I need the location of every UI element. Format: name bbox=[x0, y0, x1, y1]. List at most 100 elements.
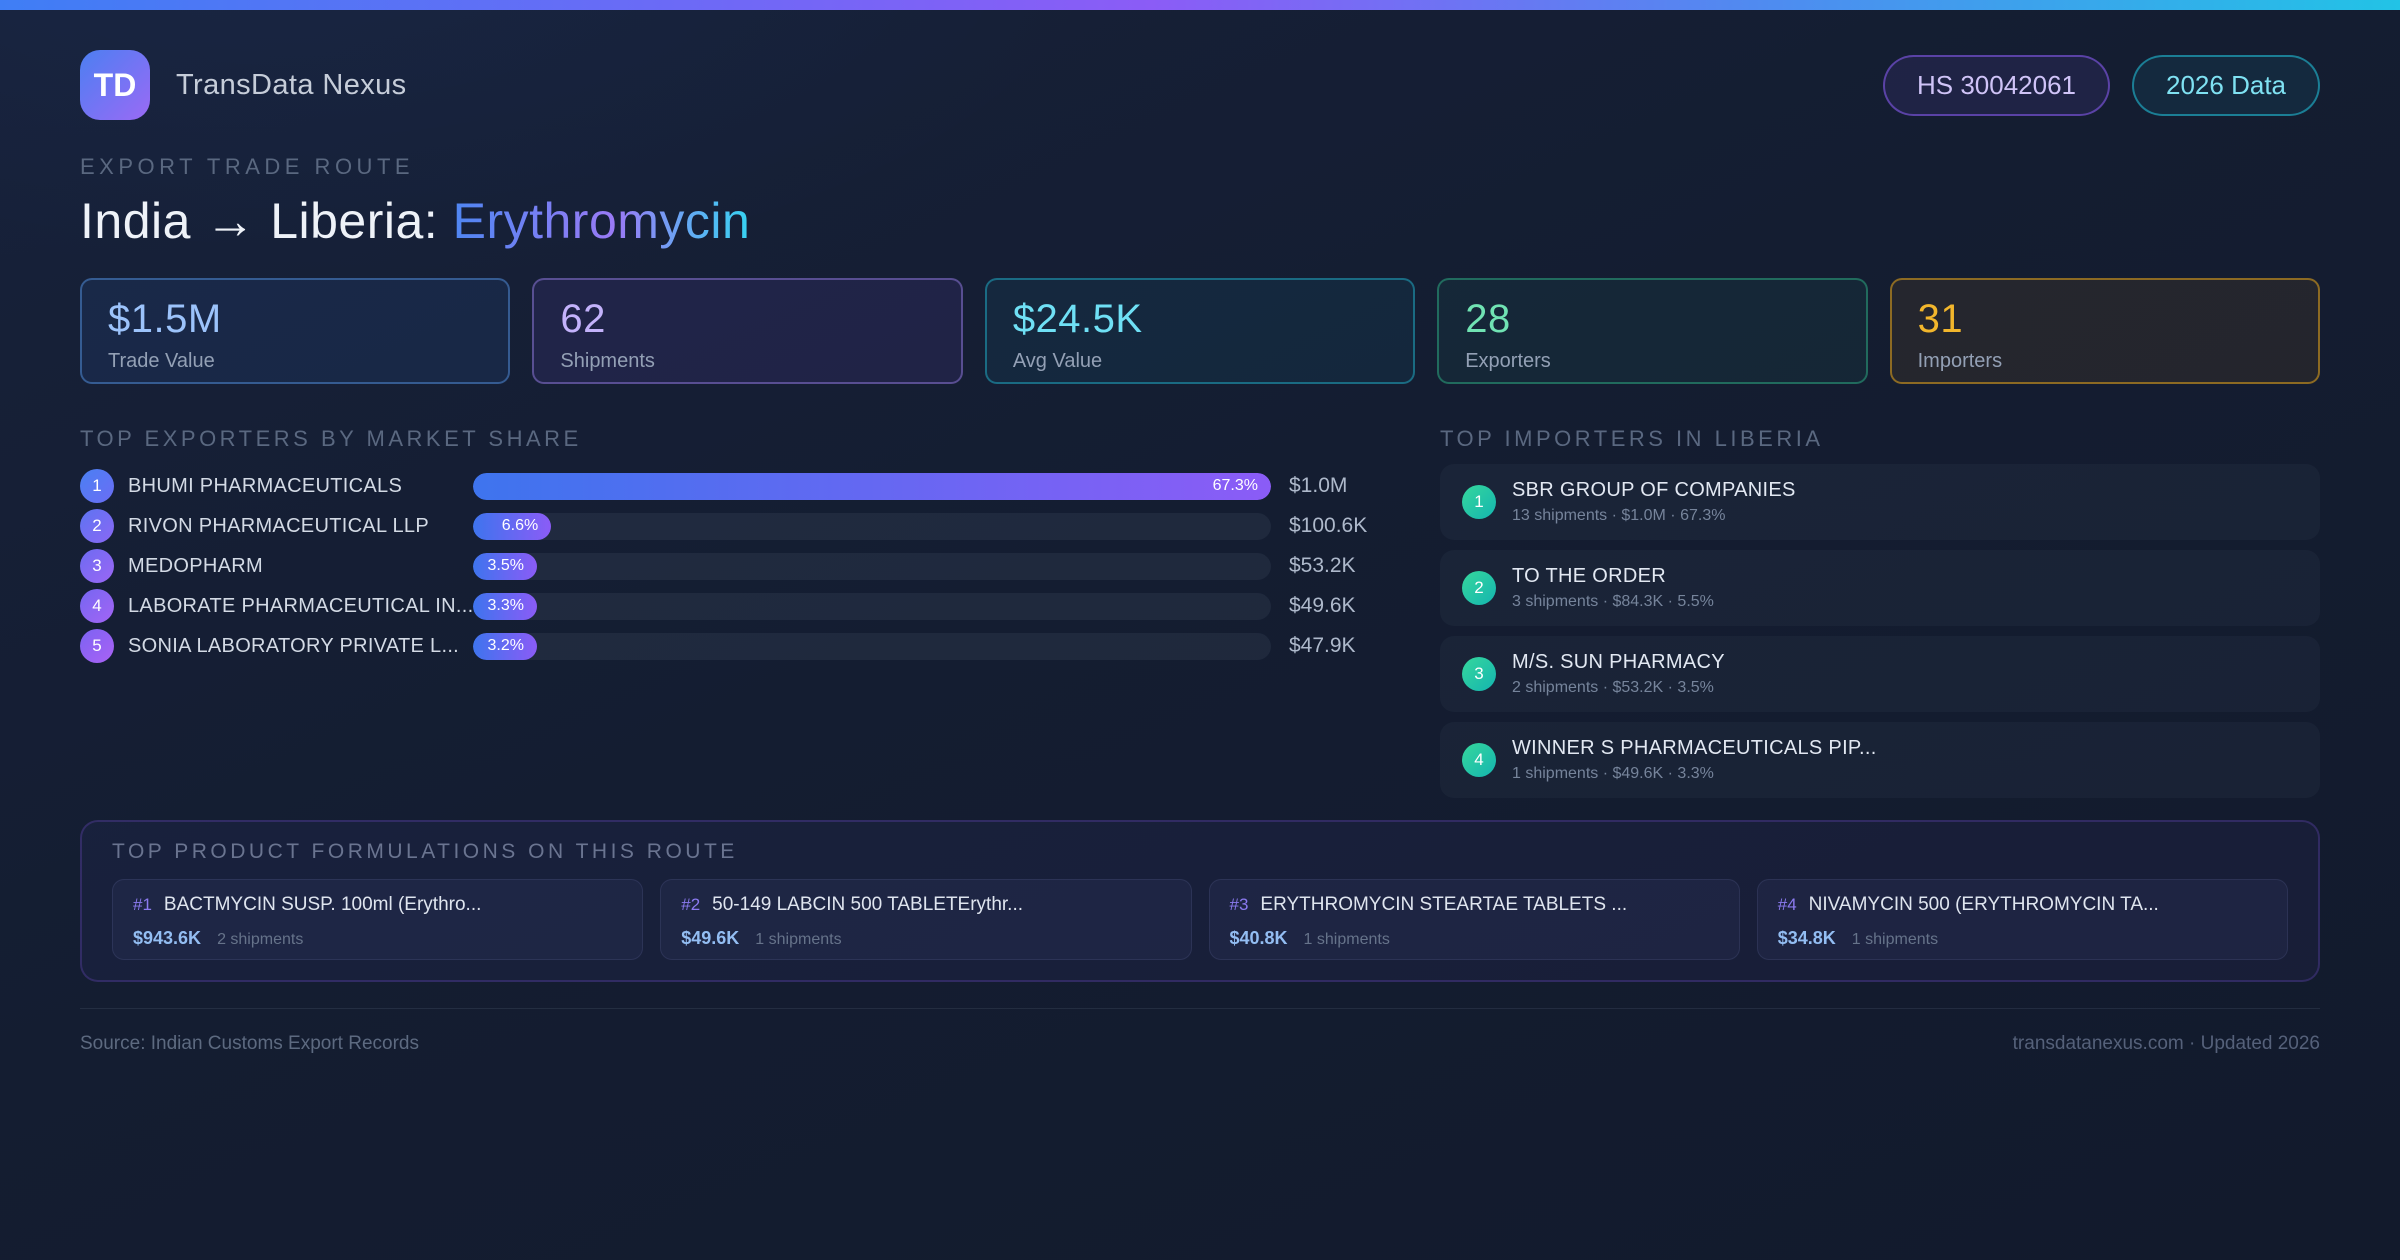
importers-list: 1 SBR GROUP OF COMPANIES 13 shipments · … bbox=[1440, 464, 2320, 798]
market-share-bar-fill: 67.3% bbox=[473, 472, 1271, 500]
footer-source: Source: Indian Customs Export Records bbox=[80, 1033, 419, 1054]
exporter-name: SONIA LABORATORY PRIVATE L... bbox=[128, 634, 460, 657]
product-formulations-panel: TOP PRODUCT FORMULATIONS ON THIS ROUTE #… bbox=[80, 820, 2320, 982]
exporters-section: TOP EXPORTERS BY MARKET SHARE 1 BHUMI PH… bbox=[80, 426, 1410, 666]
stat-card-exporters: 28 Exporters bbox=[1437, 278, 1868, 384]
exporters-list: 1 BHUMI PHARMACEUTICALS 67.3% $1.0M 2 RI… bbox=[80, 466, 1410, 666]
exporter-value: $47.9K bbox=[1289, 634, 1356, 657]
product-card[interactable]: #1 BACTMYCIN SUSP. 100ml (Erythro... $94… bbox=[112, 879, 644, 960]
rank-badge: 2 bbox=[1462, 571, 1496, 605]
product-rank: #2 bbox=[681, 895, 701, 914]
products-list: #1 BACTMYCIN SUSP. 100ml (Erythro... $94… bbox=[112, 879, 2288, 960]
exporter-row[interactable]: 2 RIVON PHARMACEUTICAL LLP 6.6% $100.6K bbox=[80, 506, 1410, 546]
importer-meta: 1 shipments · $49.6K · 3.3% bbox=[1512, 765, 1714, 782]
market-share-bar-fill: 6.6% bbox=[473, 512, 552, 540]
stat-label: Importers bbox=[1917, 350, 2003, 372]
exporter-name: MEDOPHARM bbox=[128, 554, 263, 577]
product-rank: #4 bbox=[1777, 895, 1797, 914]
product-value: $34.8K bbox=[1777, 928, 1836, 948]
rank-badge: 5 bbox=[80, 629, 114, 663]
page-title-product: Erythromycin bbox=[452, 193, 751, 249]
rank-badge: 4 bbox=[1462, 743, 1496, 777]
stat-label: Trade Value bbox=[108, 350, 215, 372]
footer: Source: Indian Customs Export Records tr… bbox=[80, 1008, 2320, 1055]
product-name: BACTMYCIN SUSP. 100ml (Erythro... bbox=[163, 894, 482, 915]
importer-card[interactable]: 2 TO THE ORDER 3 shipments · $84.3K · 5.… bbox=[1440, 550, 2320, 626]
stat-card-trade-value: $1.5M Trade Value bbox=[80, 278, 511, 384]
eyebrow-label: EXPORT TRADE ROUTE bbox=[80, 154, 415, 179]
exporter-value: $1.0M bbox=[1289, 474, 1348, 497]
product-name: ERYTHROMYCIN STEARTAE TABLETS ... bbox=[1260, 894, 1628, 915]
product-card[interactable]: #3 ERYTHROMYCIN STEARTAE TABLETS ... $40… bbox=[1208, 879, 1740, 960]
year-data-badge[interactable]: 2026 Data bbox=[2132, 54, 2320, 116]
brand[interactable]: TD TransData Nexus bbox=[80, 50, 407, 120]
rank-badge: 1 bbox=[80, 469, 114, 503]
importer-meta: 13 shipments · $1.0M · 67.3% bbox=[1512, 507, 1726, 524]
market-share-bar-track: 3.5% bbox=[473, 552, 1271, 580]
rank-badge: 3 bbox=[1462, 657, 1496, 691]
stat-card-importers: 31 Importers bbox=[1889, 278, 2321, 384]
product-shipments: 2 shipments bbox=[217, 931, 304, 948]
stat-card-avg-value: $24.5K Avg Value bbox=[984, 278, 1416, 384]
market-share-bar-track: 3.2% bbox=[473, 632, 1271, 660]
exporter-value: $49.6K bbox=[1289, 594, 1356, 617]
stat-value: $1.5M bbox=[108, 297, 222, 341]
hs-code-badge[interactable]: HS 30042061 bbox=[1882, 54, 2111, 116]
product-shipments: 1 shipments bbox=[1303, 931, 1390, 948]
importer-meta: 2 shipments · $53.2K · 3.5% bbox=[1512, 679, 1714, 696]
market-share-bar-track: 3.3% bbox=[473, 592, 1271, 620]
rank-badge: 3 bbox=[80, 549, 114, 583]
market-share-bar-fill: 3.2% bbox=[473, 632, 537, 660]
product-shipments: 1 shipments bbox=[755, 931, 842, 948]
rank-badge: 2 bbox=[80, 509, 114, 543]
exporter-value: $53.2K bbox=[1289, 554, 1356, 577]
product-rank: #3 bbox=[1229, 895, 1249, 914]
importer-name: WINNER S PHARMACEUTICALS PIP... bbox=[1512, 737, 1877, 759]
exporter-row[interactable]: 4 LABORATE PHARMACEUTICAL IN... 3.3% $49… bbox=[80, 586, 1410, 626]
importer-name: SBR GROUP OF COMPANIES bbox=[1512, 479, 1796, 501]
product-card[interactable]: #2 50-149 LABCIN 500 TABLETErythr... $49… bbox=[660, 879, 1192, 960]
exporter-row[interactable]: 3 MEDOPHARM 3.5% $53.2K bbox=[80, 546, 1410, 586]
product-value: $40.8K bbox=[1229, 928, 1288, 948]
importer-name: TO THE ORDER bbox=[1512, 565, 1666, 587]
stat-value: 62 bbox=[560, 297, 606, 341]
importer-name: M/S. SUN PHARMACY bbox=[1512, 651, 1725, 673]
stat-value: $24.5K bbox=[1012, 297, 1143, 341]
stat-value: 31 bbox=[1917, 297, 1964, 341]
rank-badge: 1 bbox=[1462, 485, 1496, 519]
stat-value: 28 bbox=[1465, 297, 1511, 341]
products-title: TOP PRODUCT FORMULATIONS ON THIS ROUTE bbox=[112, 840, 738, 863]
exporter-name: BHUMI PHARMACEUTICALS bbox=[128, 474, 403, 497]
exporter-value: $100.6K bbox=[1289, 514, 1368, 537]
brand-name: TransData Nexus bbox=[176, 68, 407, 101]
market-share-bar-track: 6.6% bbox=[473, 512, 1271, 540]
importers-title: TOP IMPORTERS IN LIBERIA bbox=[1440, 426, 1824, 451]
product-value: $49.6K bbox=[681, 928, 740, 948]
rank-badge: 4 bbox=[80, 589, 114, 623]
exporter-row[interactable]: 5 SONIA LABORATORY PRIVATE L... 3.2% $47… bbox=[80, 626, 1410, 666]
footer-site: transdatanexus.com · Updated 2026 bbox=[2012, 1033, 2320, 1054]
product-name: 50-149 LABCIN 500 TABLETErythr... bbox=[712, 894, 1024, 915]
top-accent-bar bbox=[0, 0, 2400, 10]
product-value: $943.6K bbox=[133, 928, 202, 948]
stat-label: Shipments bbox=[560, 350, 655, 372]
market-share-bar-track: 67.3% bbox=[473, 472, 1271, 500]
importer-card[interactable]: 1 SBR GROUP OF COMPANIES 13 shipments · … bbox=[1440, 464, 2320, 540]
product-card[interactable]: #4 NIVAMYCIN 500 (ERYTHROMYCIN TA... $34… bbox=[1756, 879, 2288, 960]
market-share-bar-fill: 3.5% bbox=[473, 552, 537, 580]
exporters-title: TOP EXPORTERS BY MARKET SHARE bbox=[80, 426, 582, 451]
importer-meta: 3 shipments · $84.3K · 5.5% bbox=[1512, 593, 1714, 610]
logo-td-icon[interactable]: TD bbox=[80, 50, 150, 120]
importer-card[interactable]: 4 WINNER S PHARMACEUTICALS PIP... 1 ship… bbox=[1440, 722, 2320, 798]
product-rank: #1 bbox=[133, 895, 152, 914]
exporter-row[interactable]: 1 BHUMI PHARMACEUTICALS 67.3% $1.0M bbox=[80, 466, 1410, 506]
stat-card-shipments: 62 Shipments bbox=[532, 278, 963, 384]
exporter-name: LABORATE PHARMACEUTICAL IN... bbox=[128, 594, 473, 617]
header-badges: HS 30042061 2026 Data bbox=[1882, 54, 2320, 116]
stat-label: Exporters bbox=[1465, 350, 1551, 372]
page-title-route: India → Liberia: bbox=[80, 193, 453, 249]
product-name: NIVAMYCIN 500 (ERYTHROMYCIN TA... bbox=[1808, 894, 2159, 915]
importer-card[interactable]: 3 M/S. SUN PHARMACY 2 shipments · $53.2K… bbox=[1440, 636, 2320, 712]
page-title: India → Liberia: Erythromycin bbox=[80, 192, 2320, 250]
